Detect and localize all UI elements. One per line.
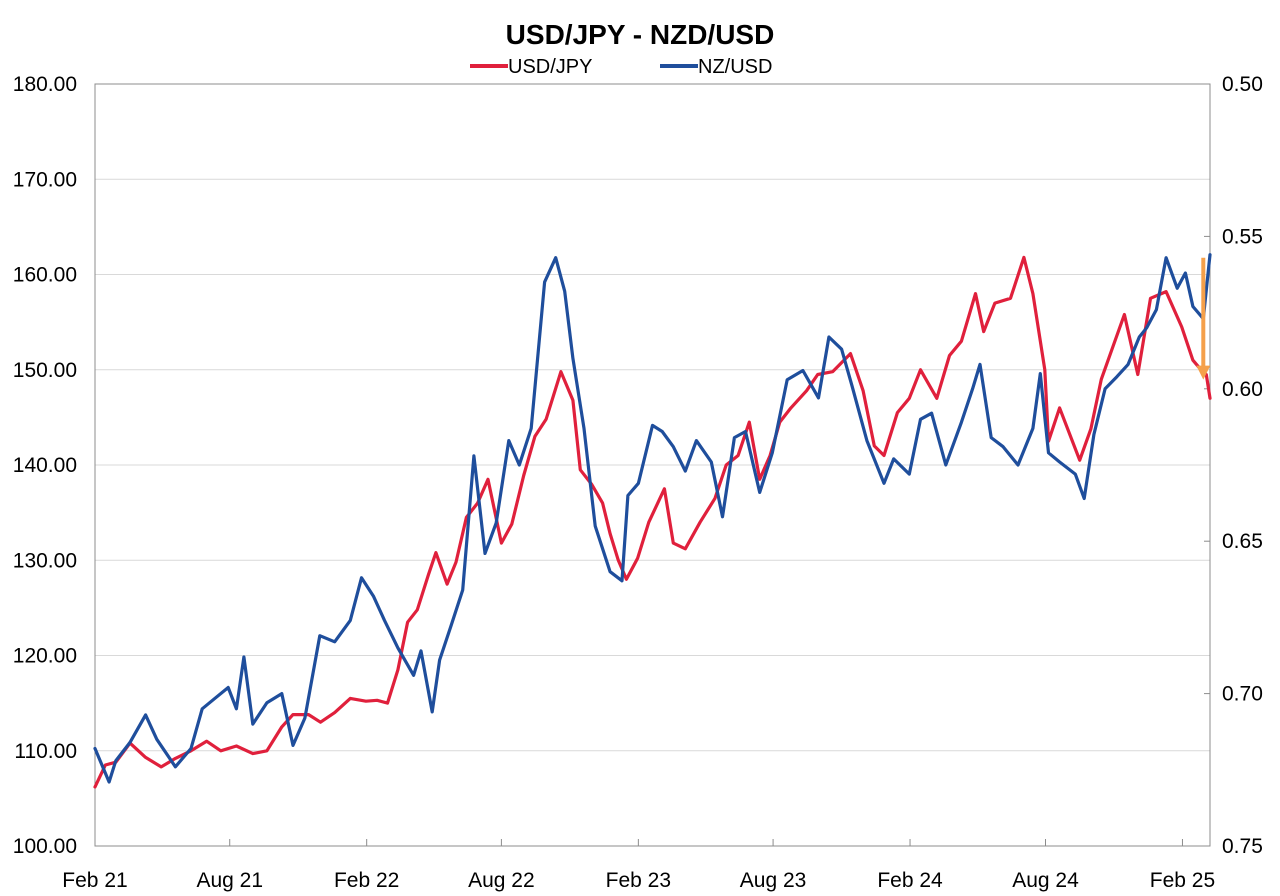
right-tick-label: 0.75	[1222, 835, 1263, 858]
right-tick-label: 0.65	[1222, 530, 1263, 553]
legend: USD/JPY NZ/USD	[470, 56, 772, 78]
x-tick-label: Feb 22	[334, 869, 399, 892]
left-tick-label: 100.00	[13, 835, 77, 858]
left-axis-ticks: 100.00 110.00 120.00 130.00 140.00 150.00 160.…	[13, 73, 77, 858]
legend-label-usdjpy: USD/JPY	[508, 56, 592, 78]
series-line-usdjpy	[93, 255, 1212, 789]
annotation-arrow-head	[1196, 365, 1211, 380]
plot-area-frame	[94, 83, 1211, 847]
x-tick-label: Feb 25	[1150, 869, 1215, 892]
series-lines	[93, 253, 1212, 789]
right-tick-label: 0.55	[1222, 225, 1263, 248]
x-tick-label: Aug 22	[468, 869, 535, 892]
right-tick-label: 0.50	[1222, 73, 1263, 96]
left-tick-label: 120.00	[13, 645, 77, 668]
x-tick-label: Feb 24	[877, 869, 943, 892]
left-tick-label: 130.00	[13, 549, 77, 572]
x-tick-label: Feb 23	[606, 869, 671, 892]
left-tick-label: 110.00	[14, 740, 77, 763]
left-tick-label: 160.00	[13, 264, 77, 287]
left-tick-label: 140.00	[13, 454, 77, 477]
x-tick-label: Feb 21	[62, 869, 127, 892]
x-axis-ticks: Feb 21 Aug 21 Feb 22 Aug 22 Feb 23 Aug 23 Feb …	[62, 839, 1215, 892]
right-tick-label: 0.60	[1222, 378, 1263, 401]
left-tick-label: 180.00	[13, 73, 77, 96]
left-tick-label: 170.00	[13, 168, 77, 191]
annotation	[1196, 257, 1211, 380]
x-tick-label: Aug 24	[1012, 869, 1079, 892]
chart-title: USD/JPY - NZD/USD	[506, 19, 775, 50]
right-tick-label: 0.70	[1222, 683, 1263, 706]
series-line-nzusd	[93, 253, 1212, 784]
gridlines	[95, 83, 1210, 847]
legend-label-nzusd: NZ/USD	[698, 56, 772, 78]
right-axis-ticks: 0.50 0.55 0.60 0.65 0.70 0.75	[1204, 73, 1263, 858]
x-tick-label: Aug 23	[740, 869, 807, 892]
left-tick-label: 150.00	[13, 359, 77, 382]
x-tick-label: Aug 21	[196, 869, 263, 892]
